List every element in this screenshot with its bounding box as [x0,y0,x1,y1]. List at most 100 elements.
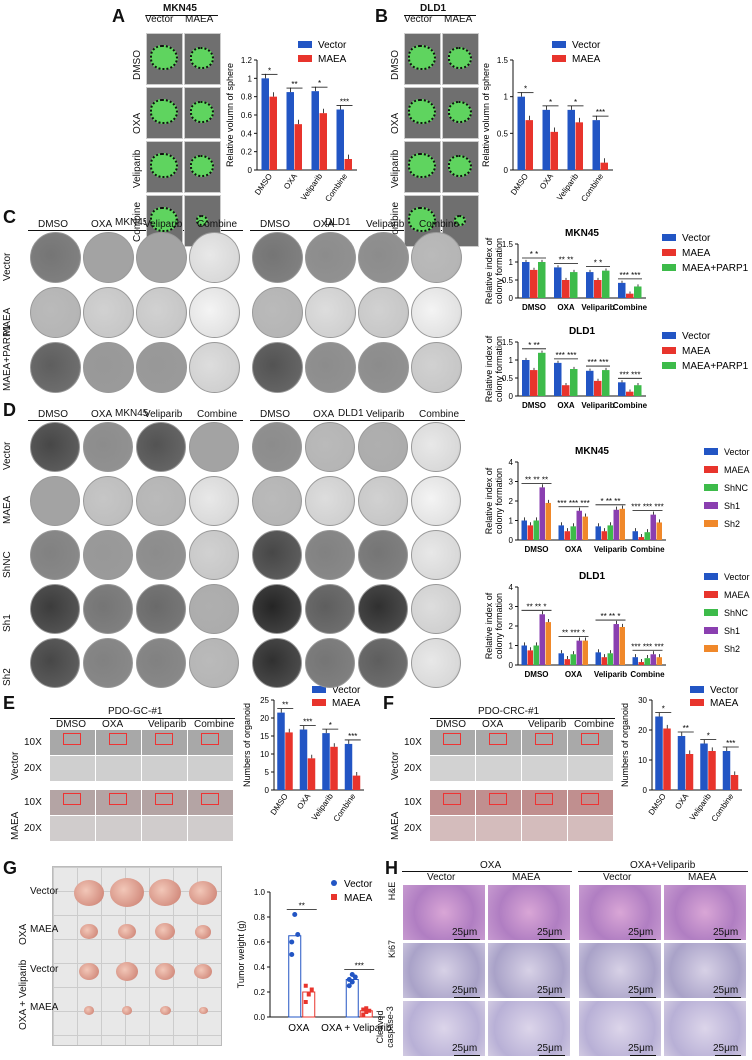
panel-f-organoid-image [430,756,475,781]
panel-f-zoom-box [443,733,461,745]
bar [685,754,694,790]
x-tick-label: Veliparib [299,172,324,203]
panel-f-mag-label: 20X [404,763,422,774]
scale-bar [539,997,565,998]
panel-e-col-label: OXA [102,719,124,730]
panel-c-colony-plate [252,342,303,393]
data-point [367,1008,372,1013]
panel-f-col-label: OXA [482,719,504,730]
panel-label-d: D [3,400,16,420]
chart-f: 0 10 20 30 Numbers of organoid * DMSO ** OXA * Vel… [618,685,748,833]
panel-d-colony-plate [30,584,80,634]
panel-c-colony-plate [136,342,187,393]
bar [344,743,353,790]
legend-swatch [312,699,326,706]
ihc-image [402,942,486,999]
bar [601,531,607,540]
panel-g-group-label: OXA [18,923,29,945]
panel-h-row-label: Cleaved caspase-3 [375,1006,395,1048]
panel-d-col-label: OXA [91,409,113,420]
y-tick-label: 0.4 [254,963,266,972]
y-axis-label: Relative index ofcolony formation [484,237,504,304]
chart-e: 0 5 10 15 20 25 Numbers of organoid ** DMSO *** OX… [240,685,370,833]
panel-f-mag-label: 10X [404,737,422,748]
panel-a-row-label: Veliparib [132,149,143,188]
panel-c-col-label: Combine [419,219,460,230]
x-tick-label: Combine [332,792,358,824]
x-tick-label: Veliparib [594,545,627,554]
x-tick-label: Combine [710,792,736,824]
panel-g-row-label: Vector [30,886,59,897]
data-point [361,1012,366,1017]
bar [562,280,570,298]
bar [722,751,731,790]
x-tick-label: OXA [557,303,575,312]
tumor [116,962,138,981]
bar [525,120,533,170]
chart-c-dld1: 0 0.5 1 1.5 Relative index ofcolony formatio… [470,320,749,420]
scale-bar-label: 25μm [452,1043,478,1054]
bar [656,657,662,665]
panel-b-row-label: Veliparib [390,149,401,188]
panel-c-colony-plate [305,342,356,393]
bar [538,262,546,298]
panel-c-colony-plate [83,232,134,283]
bar [558,525,564,540]
ihc-image [578,884,662,941]
legend-swatch [331,880,337,886]
panel-label-c: C [3,207,16,227]
y-tick-label: 1 [248,74,253,83]
panel-e-group-label: MAEA [10,811,21,840]
bar [533,520,539,540]
panel-e-zoom-box [63,793,81,805]
data-point [349,972,355,977]
x-tick-label: Veliparib [581,303,614,312]
chart-a: 0 0.2 0.4 0.6 0.8 1 1.2 Relative volumn of sphe… [222,35,370,210]
bar [632,657,638,665]
significance-label: * ** ** [600,497,620,506]
y-tick-label: 0 [265,786,270,795]
panel-c-colony-plate [358,342,409,393]
legend-label: MAEA [332,698,361,709]
y-tick-label: 0.6 [254,938,266,947]
significance-label: *** *** [556,351,577,360]
bar [570,526,576,540]
legend-swatch [704,520,718,527]
y-tick-label: 3 [509,603,514,612]
panel-f-organoid-image [568,756,613,781]
bar [522,360,530,396]
panel-c-colony-plate [358,232,409,283]
panel-label-a: A [112,6,125,26]
panel-a-col-1: MAEA [185,14,214,25]
x-tick-label: DMSO [525,670,549,679]
panel-c-colony-plate [83,342,134,393]
ihc-image [578,1000,662,1057]
bar [527,525,533,540]
panel-e-organoid-image [50,730,95,755]
panel-a-cell: MKN45 [163,3,197,14]
bar [594,380,602,396]
bar [567,109,575,170]
bar [677,736,686,790]
legend-swatch [662,332,676,339]
significance-label: *** *** [620,370,641,379]
bar [269,96,277,170]
panel-c-colony-plate [411,287,462,338]
legend-label: Vector [572,40,601,51]
bar [330,746,338,790]
bar [619,626,625,665]
y-tick-label: 0 [509,392,514,401]
panel-e-organoid-image [142,730,187,755]
significance-label: *** [355,962,364,971]
panel-e-organoid-image [50,790,95,815]
legend-swatch [298,41,312,48]
significance-label: ** [291,80,297,89]
tumor [195,925,211,939]
y-tick-label: 0 [509,294,514,303]
legend-swatch [312,686,326,693]
x-tick-label: DMSO [522,303,546,312]
panel-c-col-label: OXA [313,219,335,230]
legend-label: Sh1 [724,626,740,636]
significance-label: *** [340,98,349,107]
x-tick-label: Veliparib [594,670,627,679]
